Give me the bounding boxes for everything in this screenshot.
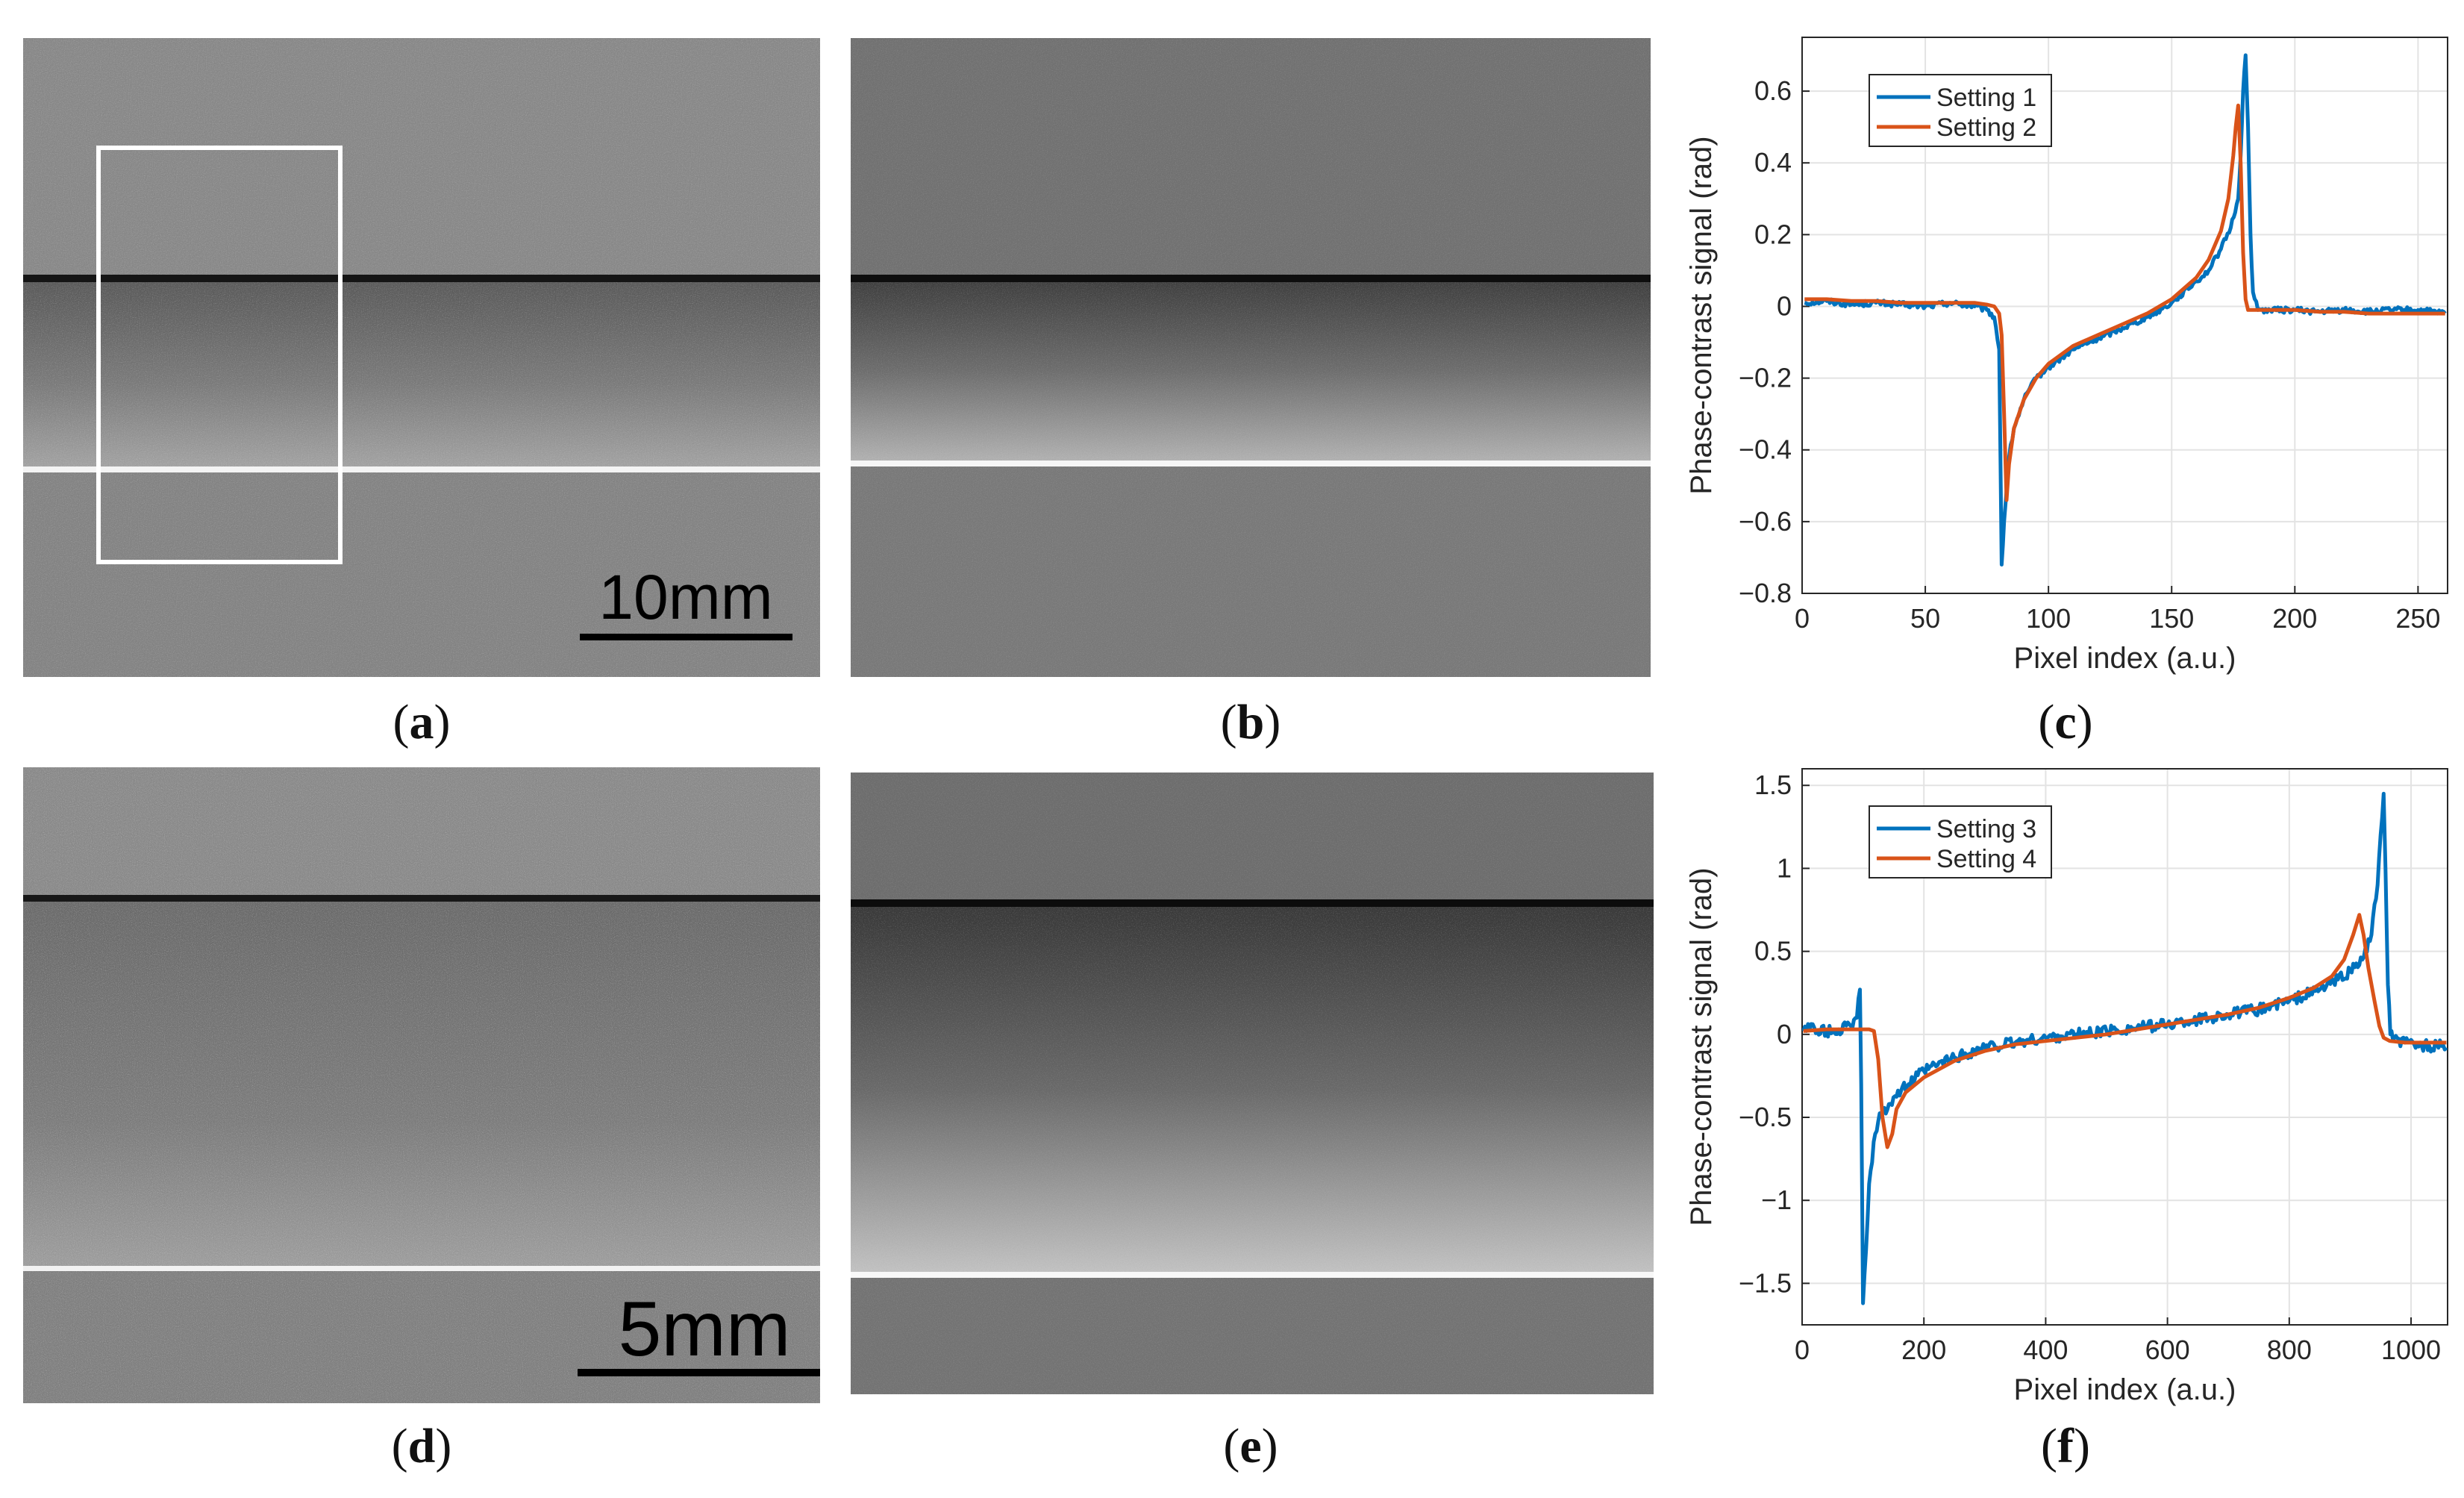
x-tick-label: 0 <box>1795 1335 1810 1365</box>
caption-a: (a) <box>393 695 451 749</box>
y-tick-label: 0.2 <box>1754 219 1792 249</box>
phase-image-a: 10mm <box>23 38 820 677</box>
series-line-setting-2 <box>1804 103 2445 502</box>
phase-image-d: 5mm <box>23 767 820 1403</box>
y-tick-label: 0.5 <box>1754 936 1792 967</box>
phase-image-e <box>851 773 1654 1394</box>
x-tick-label: 200 <box>1901 1335 1946 1365</box>
x-axis-label: Pixel index (a.u.) <box>2014 642 2236 675</box>
scale-bar-d <box>578 1369 820 1376</box>
x-tick-label: 250 <box>2395 603 2440 634</box>
roi-rectangle <box>96 146 343 564</box>
chart-panel-f: 0 200 400 600 800 1000 −1.5 −1 −0.5 0 0.5 1 1.5 Pixel… <box>1664 754 2455 1411</box>
scale-bar-label-a: 10mm <box>598 562 772 632</box>
image-panel-d: 5mm <box>23 767 820 1403</box>
legend-box <box>1869 805 2052 878</box>
legend-label: Setting 4 <box>1936 845 2036 873</box>
image-panel-a: 10mm <box>23 38 820 677</box>
y-tick-label: −0.8 <box>1739 578 1792 608</box>
y-tick-label: 1.5 <box>1754 770 1792 800</box>
x-tick-label: 800 <box>2267 1335 2312 1365</box>
y-tick-label: −0.5 <box>1739 1102 1792 1132</box>
x-axis-label: Pixel index (a.u.) <box>2014 1373 2236 1406</box>
series-line-setting-4 <box>1803 913 2447 1149</box>
axes-frame <box>1801 768 2448 1326</box>
caption-d: (d) <box>391 1419 452 1473</box>
caption-c: (c) <box>2038 695 2093 749</box>
y-tick-label: −0.2 <box>1739 363 1792 393</box>
legend-label: Setting 3 <box>1936 815 2036 843</box>
x-tick-label: 100 <box>2026 603 2071 634</box>
caption-b: (b) <box>1220 695 1281 749</box>
x-tick-label: 1000 <box>2381 1335 2441 1365</box>
x-tick-label: 200 <box>2272 603 2317 634</box>
x-tick-label: 0 <box>1795 603 1810 634</box>
line-chart-c: 0 50 100 150 200 250 −0.8 −0.6 −0.4 −0.2 0 0.2 0.4 0.… <box>1685 37 2448 675</box>
legend-label: Setting 1 <box>1936 84 2036 112</box>
chart-panel-c: 0 50 100 150 200 250 −0.8 −0.6 −0.4 −0.2 0 0.2 0.4 0.… <box>1664 22 2455 679</box>
axes-frame <box>1801 37 2448 594</box>
y-axis-label: Phase-contrast signal (rad) <box>1685 136 1718 494</box>
y-tick-label: −1 <box>1761 1185 1792 1215</box>
y-tick-label: 0.6 <box>1754 75 1792 106</box>
phase-image-b <box>851 38 1651 677</box>
line-chart-f: 0 200 400 600 800 1000 −1.5 −1 −0.5 0 0.5 1 1.5 Pixel… <box>1685 768 2448 1406</box>
y-tick-label: −0.4 <box>1739 434 1792 465</box>
scale-bar-a <box>580 634 792 640</box>
scale-bar-label-d: 5mm <box>618 1286 790 1373</box>
caption-f: (f) <box>2041 1419 2090 1473</box>
y-tick-label: −0.6 <box>1739 506 1792 537</box>
y-tick-label: 0 <box>1777 1019 1792 1049</box>
x-tick-label: 50 <box>1910 603 1940 634</box>
legend-box <box>1869 74 2052 147</box>
x-tick-label: 600 <box>2145 1335 2190 1365</box>
x-tick-label: 150 <box>2149 603 2194 634</box>
image-panel-b <box>851 38 1651 677</box>
legend-label: Setting 2 <box>1936 113 2036 142</box>
y-tick-label: 1 <box>1777 852 1792 883</box>
y-tick-label: 0 <box>1777 290 1792 321</box>
y-tick-label: 0.4 <box>1754 147 1792 178</box>
x-tick-label: 400 <box>2023 1335 2068 1365</box>
y-axis-label: Phase-contrast signal (rad) <box>1685 867 1718 1226</box>
image-panel-e <box>851 773 1654 1394</box>
caption-e: (e) <box>1223 1419 1278 1473</box>
y-tick-label: −1.5 <box>1739 1267 1792 1298</box>
